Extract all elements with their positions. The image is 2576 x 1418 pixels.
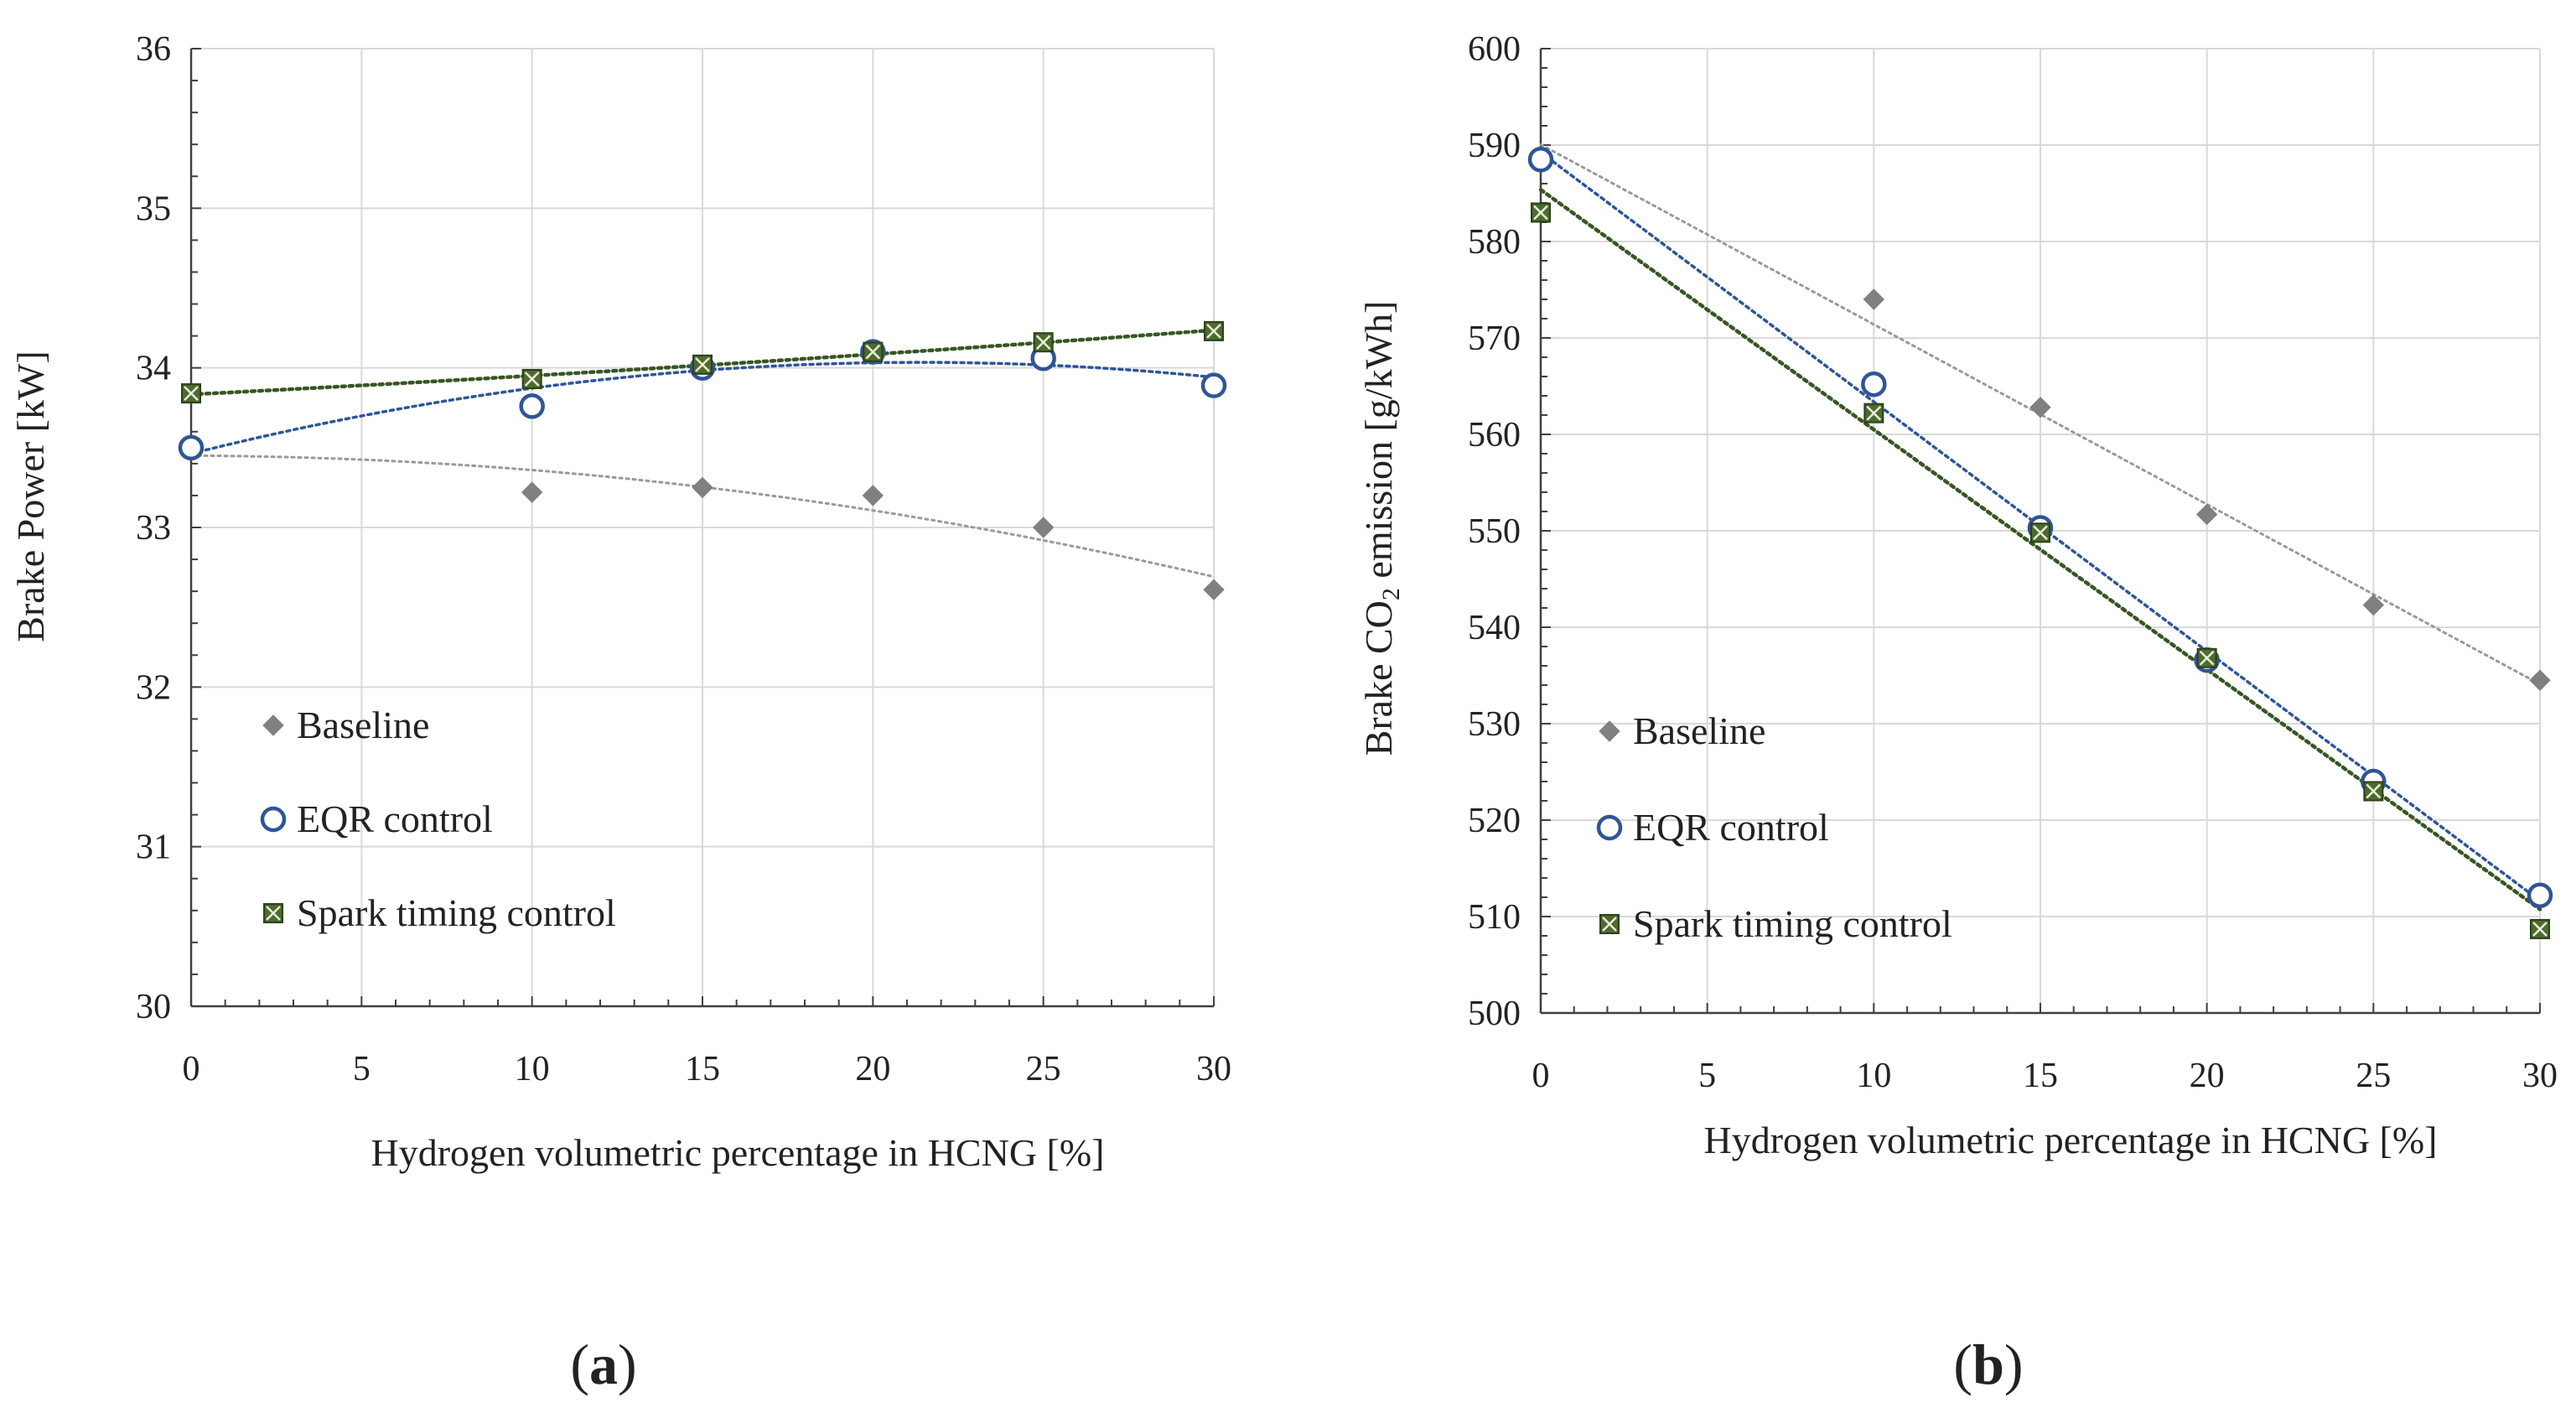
chart-b-legend-label: EQR control bbox=[1633, 806, 1829, 849]
chart-a-x-tick-label: 15 bbox=[685, 1050, 720, 1088]
chart-b-legend-marker-diamond bbox=[1599, 720, 1620, 742]
chart-b-point-circle bbox=[2527, 882, 2553, 908]
chart-a-x-tick-label: 20 bbox=[855, 1050, 890, 1088]
chart-a-x-tick-label: 30 bbox=[1196, 1050, 1231, 1088]
chart-b-point-diamond bbox=[2029, 397, 2051, 418]
chart-b-point-diamond bbox=[2362, 594, 2385, 616]
panel-label-b-close: ) bbox=[2004, 1332, 2024, 1396]
chart-b-y-tick-label: 520 bbox=[1468, 802, 1521, 840]
chart-b-legend-marker-circle bbox=[1596, 814, 1623, 841]
chart-b-trendline-diamond bbox=[1539, 143, 2542, 686]
chart-a: 30 31 32 33 34 35 36 0 5 10 15 20 25 30 Baseline EQR co… bbox=[136, 30, 1231, 1088]
chart-b-point-diamond bbox=[1863, 288, 1885, 310]
chart-b-legend-marker-square-x bbox=[1599, 914, 1620, 934]
chart-b-point-square-x bbox=[2030, 522, 2050, 543]
chart-b-point-diamond bbox=[2529, 669, 2551, 691]
panel-label-b-open: ( bbox=[1953, 1332, 1972, 1396]
chart-b-y-tick-label: 530 bbox=[1468, 705, 1521, 744]
chart-a-point-circle bbox=[178, 434, 205, 461]
chart-a-y-tick-label: 32 bbox=[136, 668, 171, 707]
chart-a-legend-label: EQR control bbox=[297, 797, 493, 840]
chart-a-point-square-x bbox=[521, 368, 542, 389]
chart-b-point-square-x bbox=[1531, 202, 1551, 223]
chart-b-x-tick-label: 25 bbox=[2356, 1057, 2391, 1095]
chart-b-legend-label: Spark timing control bbox=[1633, 902, 1952, 945]
chart-b-xlabel: Hydrogen volumetric percentage in HCNG [… bbox=[1704, 1119, 2438, 1161]
chart-a-point-square-x bbox=[1204, 320, 1224, 341]
chart-b-ylabel: Brake CO2 emission [g/kWh] bbox=[1357, 301, 1405, 756]
chart-a-legend-marker-circle bbox=[260, 806, 287, 833]
chart-a-point-diamond bbox=[1032, 517, 1055, 538]
chart-a-y-tick-label: 31 bbox=[136, 828, 171, 867]
chart-a-x-tick-label: 25 bbox=[1026, 1050, 1061, 1088]
chart-a-y-tick-label: 36 bbox=[136, 30, 171, 69]
panel-label-b-letter: b bbox=[1972, 1332, 2004, 1396]
chart-a-legend-marker-diamond bbox=[262, 714, 284, 736]
chart-b-x-tick-label: 10 bbox=[1856, 1057, 1891, 1095]
chart-b-legend-label: Baseline bbox=[1633, 709, 1765, 752]
chart-a-point-diamond bbox=[692, 476, 713, 499]
chart-a-xlabel: Hydrogen volumetric percentage in HCNG [… bbox=[371, 1131, 1105, 1174]
chart-b-y-tick-label: 540 bbox=[1468, 609, 1521, 647]
chart-b-x-tick-label: 5 bbox=[1698, 1057, 1716, 1095]
chart-a-legend-label: Spark timing control bbox=[297, 891, 616, 934]
chart-b-point-diamond bbox=[2195, 503, 2218, 526]
chart-b-point-circle bbox=[1861, 371, 1887, 397]
chart-a-point-circle bbox=[1200, 372, 1227, 398]
chart-a-y-tick-label: 30 bbox=[136, 988, 171, 1026]
panel-label-a: (a) bbox=[570, 1332, 636, 1396]
chart-a-x-tick-label: 10 bbox=[515, 1050, 550, 1088]
chart-b-y-tick-label: 550 bbox=[1468, 512, 1521, 551]
chart-b-x-tick-label: 30 bbox=[2522, 1057, 2558, 1095]
chart-a-x-tick-label: 0 bbox=[183, 1050, 200, 1088]
chart-a-point-circle bbox=[519, 393, 545, 419]
chart-a-point-square-x bbox=[863, 341, 884, 362]
chart-b-point-square-x bbox=[1863, 403, 1884, 423]
chart-b-x-tick-label: 20 bbox=[2190, 1057, 2225, 1095]
chart-b-x-tick-label: 0 bbox=[1532, 1057, 1550, 1095]
chart-a-point-diamond bbox=[521, 481, 543, 503]
panel-label-b: (b) bbox=[1953, 1332, 2023, 1396]
chart-b-y-tick-label: 500 bbox=[1468, 995, 1521, 1033]
chart-a-point-square-x bbox=[692, 354, 713, 375]
chart-a-y-tick-label: 33 bbox=[136, 509, 171, 548]
chart-b-ylabel-rest: emission [g/kWh] bbox=[1357, 301, 1400, 588]
chart-b-point-square-x bbox=[2530, 918, 2550, 939]
chart-a-legend-label: Baseline bbox=[297, 704, 429, 746]
chart-b-y-tick-label: 570 bbox=[1468, 319, 1521, 358]
chart-b-point-square-x bbox=[2363, 781, 2384, 802]
panel-label-a-open: ( bbox=[570, 1332, 589, 1396]
chart-b-point-circle bbox=[1527, 147, 1554, 173]
panel-label-a-letter: a bbox=[589, 1332, 618, 1396]
chart-a-y-tick-label: 35 bbox=[136, 190, 171, 228]
chart-b-ylabel-main: Brake CO bbox=[1357, 600, 1400, 756]
chart-b-y-tick-label: 590 bbox=[1468, 127, 1521, 165]
chart-b-ylabel-subscript: 2 bbox=[1377, 588, 1405, 600]
chart-b-y-tick-label: 510 bbox=[1468, 898, 1521, 937]
chart-b-x-tick-label: 15 bbox=[2023, 1057, 2058, 1095]
chart-b-y-tick-label: 580 bbox=[1468, 223, 1521, 262]
chart-a-point-square-x bbox=[1033, 332, 1054, 353]
chart-a-point-diamond bbox=[1203, 579, 1225, 600]
chart-b-point-square-x bbox=[2196, 647, 2217, 668]
panel-label-a-close: ) bbox=[618, 1332, 637, 1396]
chart-a-y-tick-label: 34 bbox=[136, 350, 171, 388]
chart-a-point-diamond bbox=[862, 485, 884, 506]
chart-a-x-tick-label: 5 bbox=[353, 1050, 371, 1088]
chart-a-ylabel: Brake Power [kW] bbox=[9, 351, 52, 641]
chart-b-y-tick-label: 600 bbox=[1468, 30, 1521, 69]
chart-b-y-tick-label: 560 bbox=[1468, 416, 1521, 454]
chart-a-legend-marker-square-x bbox=[263, 903, 283, 923]
chart-a-point-square-x bbox=[181, 383, 201, 404]
